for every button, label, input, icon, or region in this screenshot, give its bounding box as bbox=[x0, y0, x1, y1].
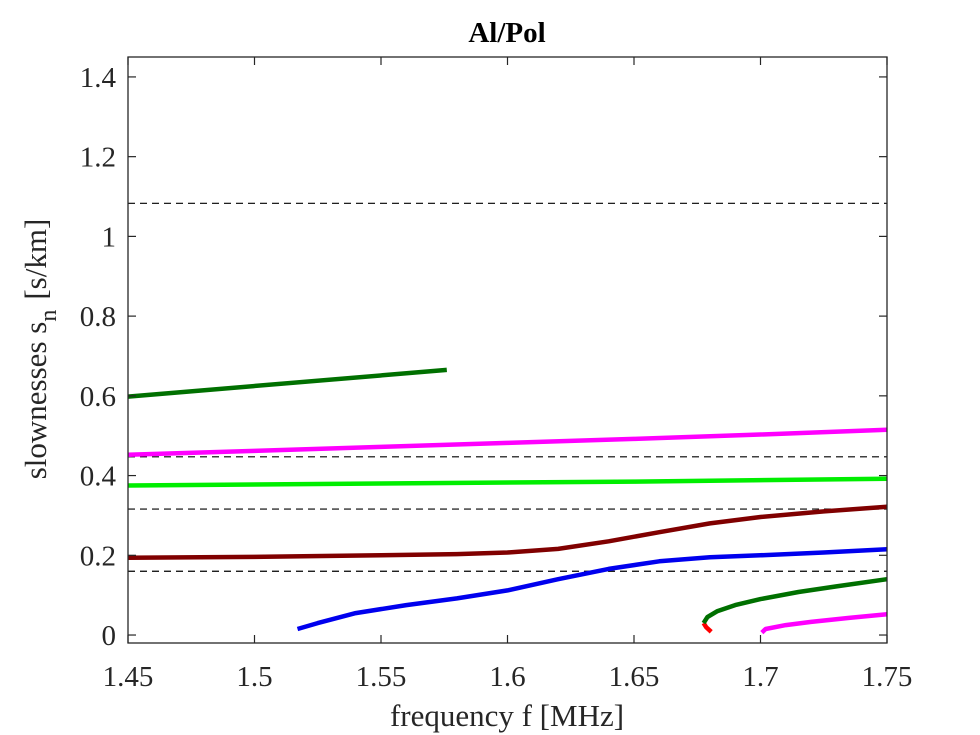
y-axis-label-main: slownesses s bbox=[18, 322, 53, 480]
series-line-5 bbox=[296, 547, 888, 632]
y-tick-label: 0.4 bbox=[80, 461, 117, 493]
series-line-3 bbox=[127, 476, 888, 488]
y-tick-label: 1.4 bbox=[80, 62, 117, 94]
y-axis-label-subscript: n bbox=[36, 310, 62, 322]
x-tick-label: 1.7 bbox=[742, 661, 778, 693]
y-tick-label: 1.2 bbox=[80, 142, 116, 174]
x-tick-label: 1.6 bbox=[489, 661, 525, 693]
series-line-2 bbox=[127, 427, 888, 458]
y-tick-label: 0.2 bbox=[80, 540, 116, 572]
x-tick-label: 1.45 bbox=[103, 661, 154, 693]
y-tick-label: 0.6 bbox=[80, 381, 116, 413]
x-tick-label: 1.65 bbox=[609, 661, 660, 693]
x-tick-label: 1.5 bbox=[236, 661, 272, 693]
series-line-4 bbox=[127, 504, 888, 560]
y-axis-label-unit: [s/km] bbox=[18, 219, 53, 300]
x-tick-label: 1.55 bbox=[356, 661, 407, 693]
x-axis-label: frequency f [MHz] bbox=[390, 698, 624, 733]
plot-area: 1.45 1.5 1.55 1.6 1.65 1.7 1.75 0 0.2 0.4 0.6 0.8 1 1… bbox=[80, 56, 913, 693]
x-tick-label: 1.75 bbox=[862, 661, 913, 693]
y-axis-label: slownesses sn [s/km] bbox=[18, 219, 62, 480]
y-tick-label: 0.8 bbox=[80, 301, 116, 333]
y-tick-label: 1 bbox=[102, 221, 117, 253]
y-tick-label: 0 bbox=[102, 620, 117, 652]
series-line-1 bbox=[127, 367, 447, 399]
series-line-8 bbox=[760, 612, 888, 635]
chart-title: Al/Pol bbox=[468, 17, 545, 49]
series-line-6 bbox=[701, 621, 713, 634]
series-line-7 bbox=[701, 576, 888, 625]
